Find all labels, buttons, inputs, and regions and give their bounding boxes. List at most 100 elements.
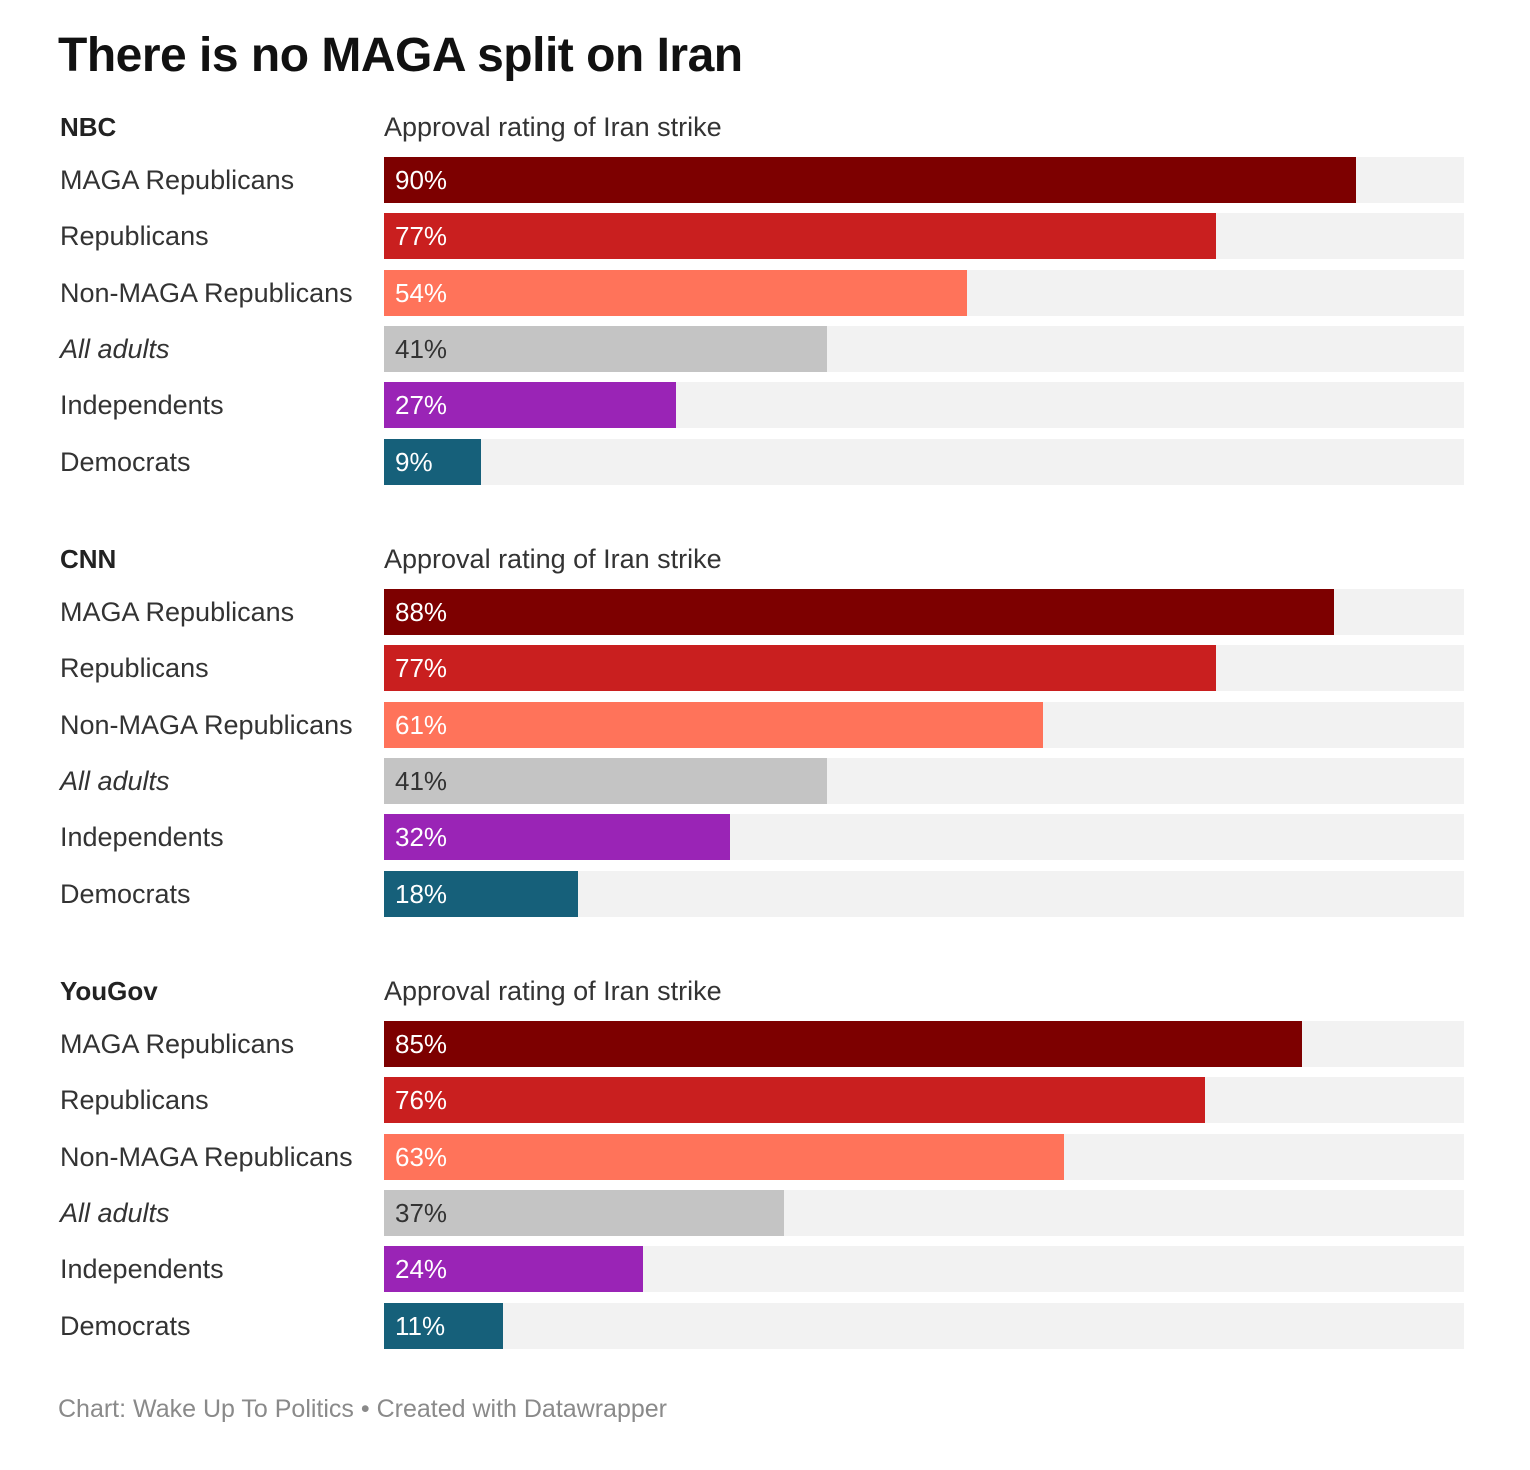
bar-row: MAGA Republicans 88% bbox=[0, 589, 1530, 635]
category-label: Independents bbox=[60, 822, 224, 853]
bar-track: 88% bbox=[384, 589, 1464, 635]
bar-track: 77% bbox=[384, 213, 1464, 260]
bar bbox=[384, 870, 579, 917]
bar-track: 61% bbox=[384, 701, 1464, 748]
chart-title: There is no MAGA split on Iran bbox=[58, 29, 743, 82]
value-label: 77% bbox=[395, 653, 448, 684]
bar-track: 18% bbox=[384, 870, 1464, 917]
panel-yougov: YouGov Approval rating of Iran strike MAGA… bbox=[0, 974, 1530, 1394]
bar bbox=[384, 1302, 503, 1349]
value-label: 61% bbox=[395, 709, 448, 740]
value-label: 76% bbox=[395, 1085, 448, 1116]
bar bbox=[384, 757, 827, 804]
bar-row: MAGA Republicans 90% bbox=[0, 157, 1530, 203]
bar-row: Non-MAGA Republicans 54% bbox=[0, 269, 1530, 316]
bar-track: 37% bbox=[384, 1189, 1464, 1236]
panel-source: YouGov bbox=[60, 976, 158, 1006]
value-label: 37% bbox=[395, 1197, 448, 1228]
value-label: 24% bbox=[395, 1254, 448, 1285]
value-label: 41% bbox=[395, 333, 448, 364]
bar-row: All adults 41% bbox=[0, 757, 1530, 804]
bar-track: 24% bbox=[384, 1246, 1464, 1293]
category-label: All adults bbox=[60, 1197, 170, 1228]
bar-track: 27% bbox=[384, 382, 1464, 429]
bar-track: 11% bbox=[384, 1302, 1464, 1349]
value-label: 9% bbox=[395, 446, 433, 477]
bar-row: Independents 32% bbox=[0, 814, 1530, 861]
bar-track: 9% bbox=[384, 438, 1464, 485]
category-label: Republicans bbox=[60, 1085, 209, 1116]
bar-track: 32% bbox=[384, 814, 1464, 861]
bar-row: Republicans 77% bbox=[0, 645, 1530, 692]
bar bbox=[384, 157, 1356, 203]
bar bbox=[384, 589, 1335, 635]
panel-subtitle: Approval rating of Iran strike bbox=[384, 976, 722, 1006]
bar-row: Independents 27% bbox=[0, 382, 1530, 429]
category-label: Republicans bbox=[60, 653, 209, 684]
category-label: MAGA Republicans bbox=[60, 597, 295, 627]
value-label: 32% bbox=[395, 822, 448, 853]
bar bbox=[384, 1077, 1205, 1124]
category-label: Democrats bbox=[60, 446, 191, 477]
bar bbox=[384, 269, 968, 316]
panel-subtitle: Approval rating of Iran strike bbox=[384, 112, 722, 142]
bar-row: Non-MAGA Republicans 61% bbox=[0, 701, 1530, 748]
value-label: 18% bbox=[395, 878, 448, 909]
bar bbox=[384, 814, 730, 861]
category-label: Independents bbox=[60, 1254, 224, 1285]
panel-source: CNN bbox=[60, 544, 117, 574]
bar-row: All adults 37% bbox=[0, 1189, 1530, 1236]
bar bbox=[384, 645, 1216, 692]
bar-row: Democrats 11% bbox=[0, 1302, 1530, 1349]
bar-row: Democrats 18% bbox=[0, 870, 1530, 917]
value-label: 11% bbox=[395, 1310, 446, 1341]
value-label: 77% bbox=[395, 221, 448, 252]
value-label: 63% bbox=[395, 1141, 448, 1172]
bar bbox=[384, 701, 1043, 748]
category-label: MAGA Republicans bbox=[60, 1029, 295, 1059]
bar bbox=[384, 1133, 1065, 1180]
panel-cnn: CNN Approval rating of Iran strike MAGA Re… bbox=[0, 542, 1530, 962]
bar-track: 76% bbox=[384, 1077, 1464, 1124]
bar-row: Democrats 9% bbox=[0, 438, 1530, 485]
bar-track: 41% bbox=[384, 757, 1464, 804]
value-label: 54% bbox=[395, 277, 448, 308]
bar-row: Republicans 76% bbox=[0, 1077, 1530, 1124]
bar-track: 77% bbox=[384, 645, 1464, 692]
bar bbox=[384, 438, 482, 485]
category-label: All adults bbox=[60, 765, 170, 796]
category-label: Non-MAGA Republicans bbox=[60, 277, 353, 308]
bar-track: 54% bbox=[384, 269, 1464, 316]
bar bbox=[384, 1021, 1302, 1067]
bar-row: Independents 24% bbox=[0, 1246, 1530, 1293]
category-label: Independents bbox=[60, 390, 224, 421]
bar bbox=[384, 1189, 784, 1236]
bar-row: Non-MAGA Republicans 63% bbox=[0, 1133, 1530, 1180]
bar bbox=[384, 213, 1216, 260]
chart-footer: Chart: Wake Up To Politics • Created wit… bbox=[58, 1395, 667, 1423]
category-label: Non-MAGA Republicans bbox=[60, 709, 353, 740]
category-label: Non-MAGA Republicans bbox=[60, 1141, 353, 1172]
bar-track: 90% bbox=[384, 157, 1464, 203]
bar-track: 63% bbox=[384, 1133, 1464, 1180]
panel-source: NBC bbox=[60, 112, 117, 142]
category-label: All adults bbox=[60, 333, 170, 364]
bar bbox=[384, 1246, 644, 1293]
bar-row: MAGA Republicans 85% bbox=[0, 1021, 1530, 1067]
bar-track: 85% bbox=[384, 1021, 1464, 1067]
bar bbox=[384, 382, 676, 429]
panel-subtitle: Approval rating of Iran strike bbox=[384, 544, 722, 574]
value-label: 41% bbox=[395, 765, 448, 796]
value-label: 27% bbox=[395, 390, 448, 421]
value-label: 88% bbox=[395, 597, 448, 627]
value-label: 90% bbox=[395, 165, 448, 195]
bar-row: All adults 41% bbox=[0, 325, 1530, 372]
value-label: 85% bbox=[395, 1029, 448, 1059]
panel-nbc: NBC Approval rating of Iran strike MAGA Re… bbox=[0, 110, 1530, 530]
bar-track: 41% bbox=[384, 325, 1464, 372]
bar-row: Republicans 77% bbox=[0, 213, 1530, 260]
category-label: Democrats bbox=[60, 1310, 191, 1341]
category-label: Democrats bbox=[60, 878, 191, 909]
category-label: Republicans bbox=[60, 221, 209, 252]
bar bbox=[384, 325, 827, 372]
